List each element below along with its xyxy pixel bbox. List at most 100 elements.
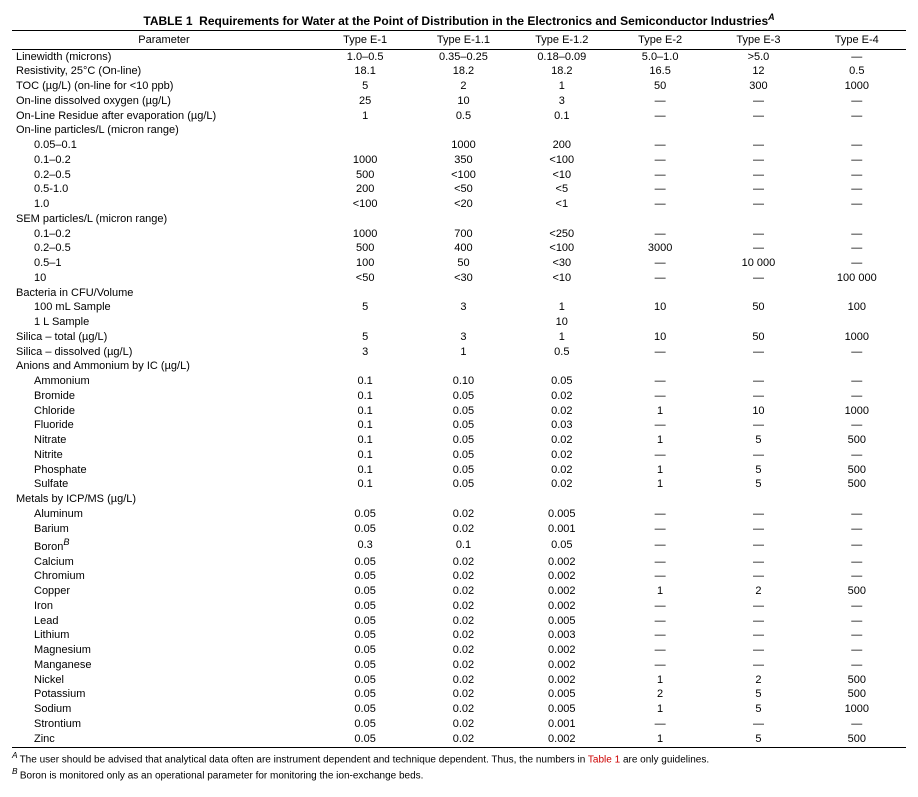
value-cell: 1 [316,109,414,124]
table-row: Chloride0.10.050.021101000 [12,404,906,419]
value-cell: 18.2 [414,65,512,80]
value-cell: 50 [414,257,512,272]
footnote: B Boron is monitored only as an operatio… [12,766,906,782]
value-cell: 0.05 [414,389,512,404]
value-cell: <10 [513,168,611,183]
table-row: Silica – dissolved (µg/L)310.5——— [12,345,906,360]
value-cell: — [611,555,709,570]
table-row: Calcium0.050.020.002——— [12,555,906,570]
parameter-cell: 0.5–1 [12,257,316,272]
value-cell: 1000 [316,227,414,242]
value-cell: — [808,507,906,522]
table-row: Iron0.050.020.002——— [12,599,906,614]
value-cell [316,493,414,508]
parameter-cell: Chromium [12,570,316,585]
parameter-cell: Lithium [12,629,316,644]
value-cell: 0.002 [513,732,611,747]
parameter-cell: 0.2–0.5 [12,242,316,257]
column-header: Type E-4 [808,31,906,50]
value-cell: — [709,198,807,213]
table-row: 1 L Sample10 [12,316,906,331]
value-cell: <30 [513,257,611,272]
column-header: Type E-1.2 [513,31,611,50]
value-cell [808,316,906,331]
value-cell [316,212,414,227]
value-cell: 0.02 [414,570,512,585]
table-row: On-line particles/L (micron range) [12,124,906,139]
parameter-cell: Resistivity, 25°C (On-line) [12,65,316,80]
value-cell: 0.002 [513,673,611,688]
value-cell: 500 [316,168,414,183]
table-row: Sulfate0.10.050.0215500 [12,478,906,493]
value-cell: 0.02 [414,703,512,718]
value-cell: — [611,153,709,168]
parameter-cell: Nickel [12,673,316,688]
value-cell: 1 [611,703,709,718]
column-header: Type E-1 [316,31,414,50]
value-cell [414,316,512,331]
value-cell: 0.1 [316,375,414,390]
value-cell: 3 [513,94,611,109]
value-cell: 0.1 [316,478,414,493]
value-cell: 0.1 [513,109,611,124]
value-cell: 5 [316,80,414,95]
value-cell: 0.002 [513,555,611,570]
value-cell: 0.18–0.09 [513,50,611,65]
parameter-cell: 0.1–0.2 [12,153,316,168]
value-cell: 5 [709,703,807,718]
value-cell [513,212,611,227]
value-cell: 0.35–0.25 [414,50,512,65]
value-cell: 0.02 [414,717,512,732]
parameter-cell: Phosphate [12,463,316,478]
parameter-cell: Bacteria in CFU/Volume [12,286,316,301]
value-cell [316,286,414,301]
value-cell: 0.02 [414,688,512,703]
footnote-link[interactable]: Table 1 [588,754,620,765]
table-row: Potassium0.050.020.00525500 [12,688,906,703]
value-cell [808,493,906,508]
value-cell: — [611,537,709,555]
value-cell: 0.05 [414,404,512,419]
value-cell: — [611,658,709,673]
table-row: Nitrate0.10.050.0215500 [12,434,906,449]
value-cell: 0.02 [414,555,512,570]
value-cell: 0.05 [316,522,414,537]
value-cell: <1 [513,198,611,213]
value-cell: 0.05 [316,658,414,673]
parameter-cell: 0.1–0.2 [12,227,316,242]
table-row: Barium0.050.020.001——— [12,522,906,537]
value-cell: 0.003 [513,629,611,644]
value-cell: 0.02 [513,434,611,449]
table-row: 0.1–0.21000700<250——— [12,227,906,242]
value-cell [611,212,709,227]
value-cell: — [709,389,807,404]
parameter-cell: Sodium [12,703,316,718]
value-cell: 1 [611,478,709,493]
value-cell: 50 [611,80,709,95]
table-row: Zinc0.050.020.00215500 [12,732,906,747]
table-row: Silica – total (µg/L)53110501000 [12,330,906,345]
value-cell: — [808,50,906,65]
value-cell: — [709,242,807,257]
parameter-cell: Barium [12,522,316,537]
value-cell: 50 [709,330,807,345]
table-row: 0.5-1.0200<50<5——— [12,183,906,198]
value-cell: <5 [513,183,611,198]
value-cell [513,124,611,139]
value-cell: 1 [611,463,709,478]
value-cell: — [808,717,906,732]
value-cell: — [709,448,807,463]
value-cell [808,212,906,227]
value-cell: 50 [709,301,807,316]
parameter-cell: Manganese [12,658,316,673]
value-cell: <50 [414,183,512,198]
table-row: Ammonium0.10.100.05——— [12,375,906,390]
value-cell: — [611,271,709,286]
table-row: Phosphate0.10.050.0215500 [12,463,906,478]
value-cell [513,360,611,375]
value-cell: 0.05 [316,507,414,522]
row-sup: B [63,537,69,547]
value-cell: 1 [513,301,611,316]
value-cell: 100 000 [808,271,906,286]
parameter-cell: Magnesium [12,644,316,659]
